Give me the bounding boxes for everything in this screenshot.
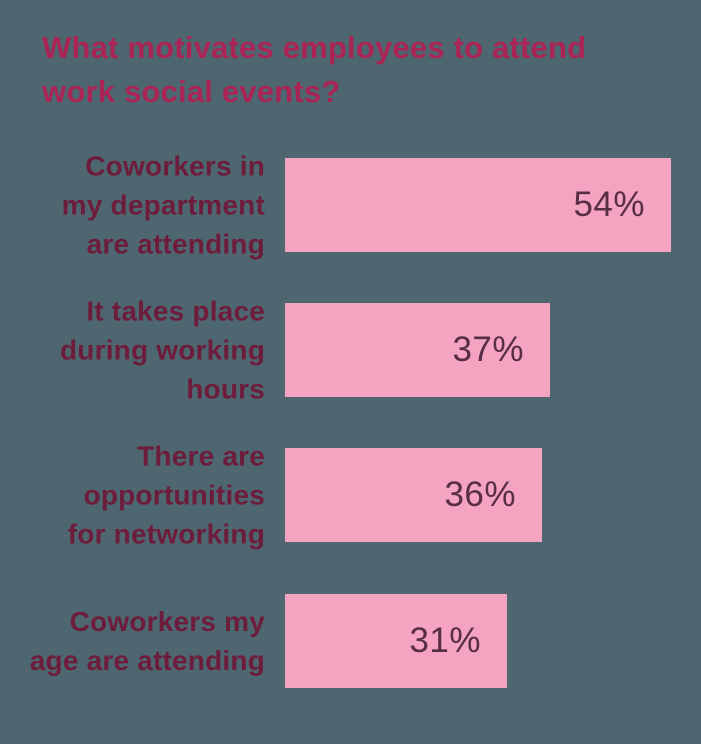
category-label: Coworkers my age are attending — [29, 606, 265, 676]
value-label: 37% — [452, 330, 524, 369]
bar-row: Coworkers in my department are attending… — [0, 151, 701, 260]
bar-row: There are opportunities for networking 3… — [0, 441, 701, 550]
value-label: 54% — [573, 185, 645, 224]
bar: 54% — [285, 158, 671, 252]
value-label: 31% — [409, 621, 481, 660]
value-label: 36% — [444, 475, 516, 514]
chart-title: What motivates employees to attend work … — [42, 30, 587, 109]
category-label: Coworkers in my department are attending — [61, 150, 265, 260]
bar: 37% — [285, 303, 550, 397]
bar: 31% — [285, 594, 507, 688]
bar-row: It takes place during working hours 37% — [0, 296, 701, 405]
category-label: There are opportunities for networking — [67, 440, 265, 550]
category-label: It takes place during working hours — [59, 295, 265, 405]
bar: 36% — [285, 448, 542, 542]
bar-row: Coworkers my age are attending 31% — [0, 594, 701, 688]
